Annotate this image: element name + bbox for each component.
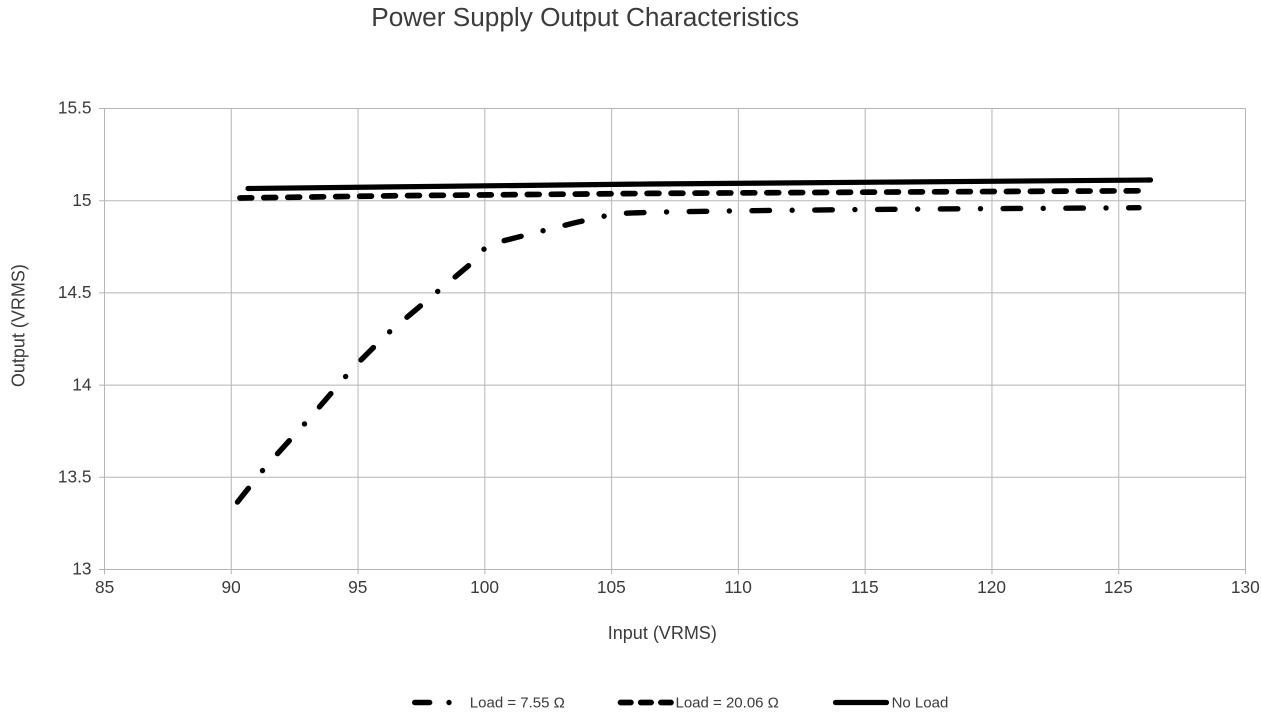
svg-text:15: 15 — [72, 190, 91, 210]
svg-text:14.5: 14.5 — [58, 282, 92, 302]
svg-text:105: 105 — [597, 577, 626, 597]
svg-text:13: 13 — [72, 559, 91, 579]
svg-text:Power Supply Output Characteri: Power Supply Output Characteristics — [371, 2, 799, 32]
svg-text:95: 95 — [348, 577, 367, 597]
svg-text:90: 90 — [221, 577, 240, 597]
svg-text:14: 14 — [72, 374, 92, 394]
svg-text:125: 125 — [1104, 577, 1133, 597]
svg-text:15.5: 15.5 — [58, 98, 92, 118]
svg-text:100: 100 — [470, 577, 499, 597]
svg-text:Load = 7.55 Ω: Load = 7.55 Ω — [470, 695, 565, 712]
svg-text:110: 110 — [724, 577, 752, 597]
svg-text:115: 115 — [851, 577, 879, 597]
svg-text:13.5: 13.5 — [58, 467, 92, 487]
svg-text:130: 130 — [1231, 577, 1260, 597]
svg-text:No Load: No Load — [892, 695, 949, 712]
svg-text:Input (VRMS): Input (VRMS) — [608, 623, 717, 643]
svg-text:120: 120 — [977, 577, 1006, 597]
svg-text:Load = 20.06 Ω: Load = 20.06 Ω — [676, 695, 779, 712]
svg-text:Output (VRMS): Output (VRMS) — [9, 264, 29, 387]
svg-text:85: 85 — [95, 577, 114, 597]
